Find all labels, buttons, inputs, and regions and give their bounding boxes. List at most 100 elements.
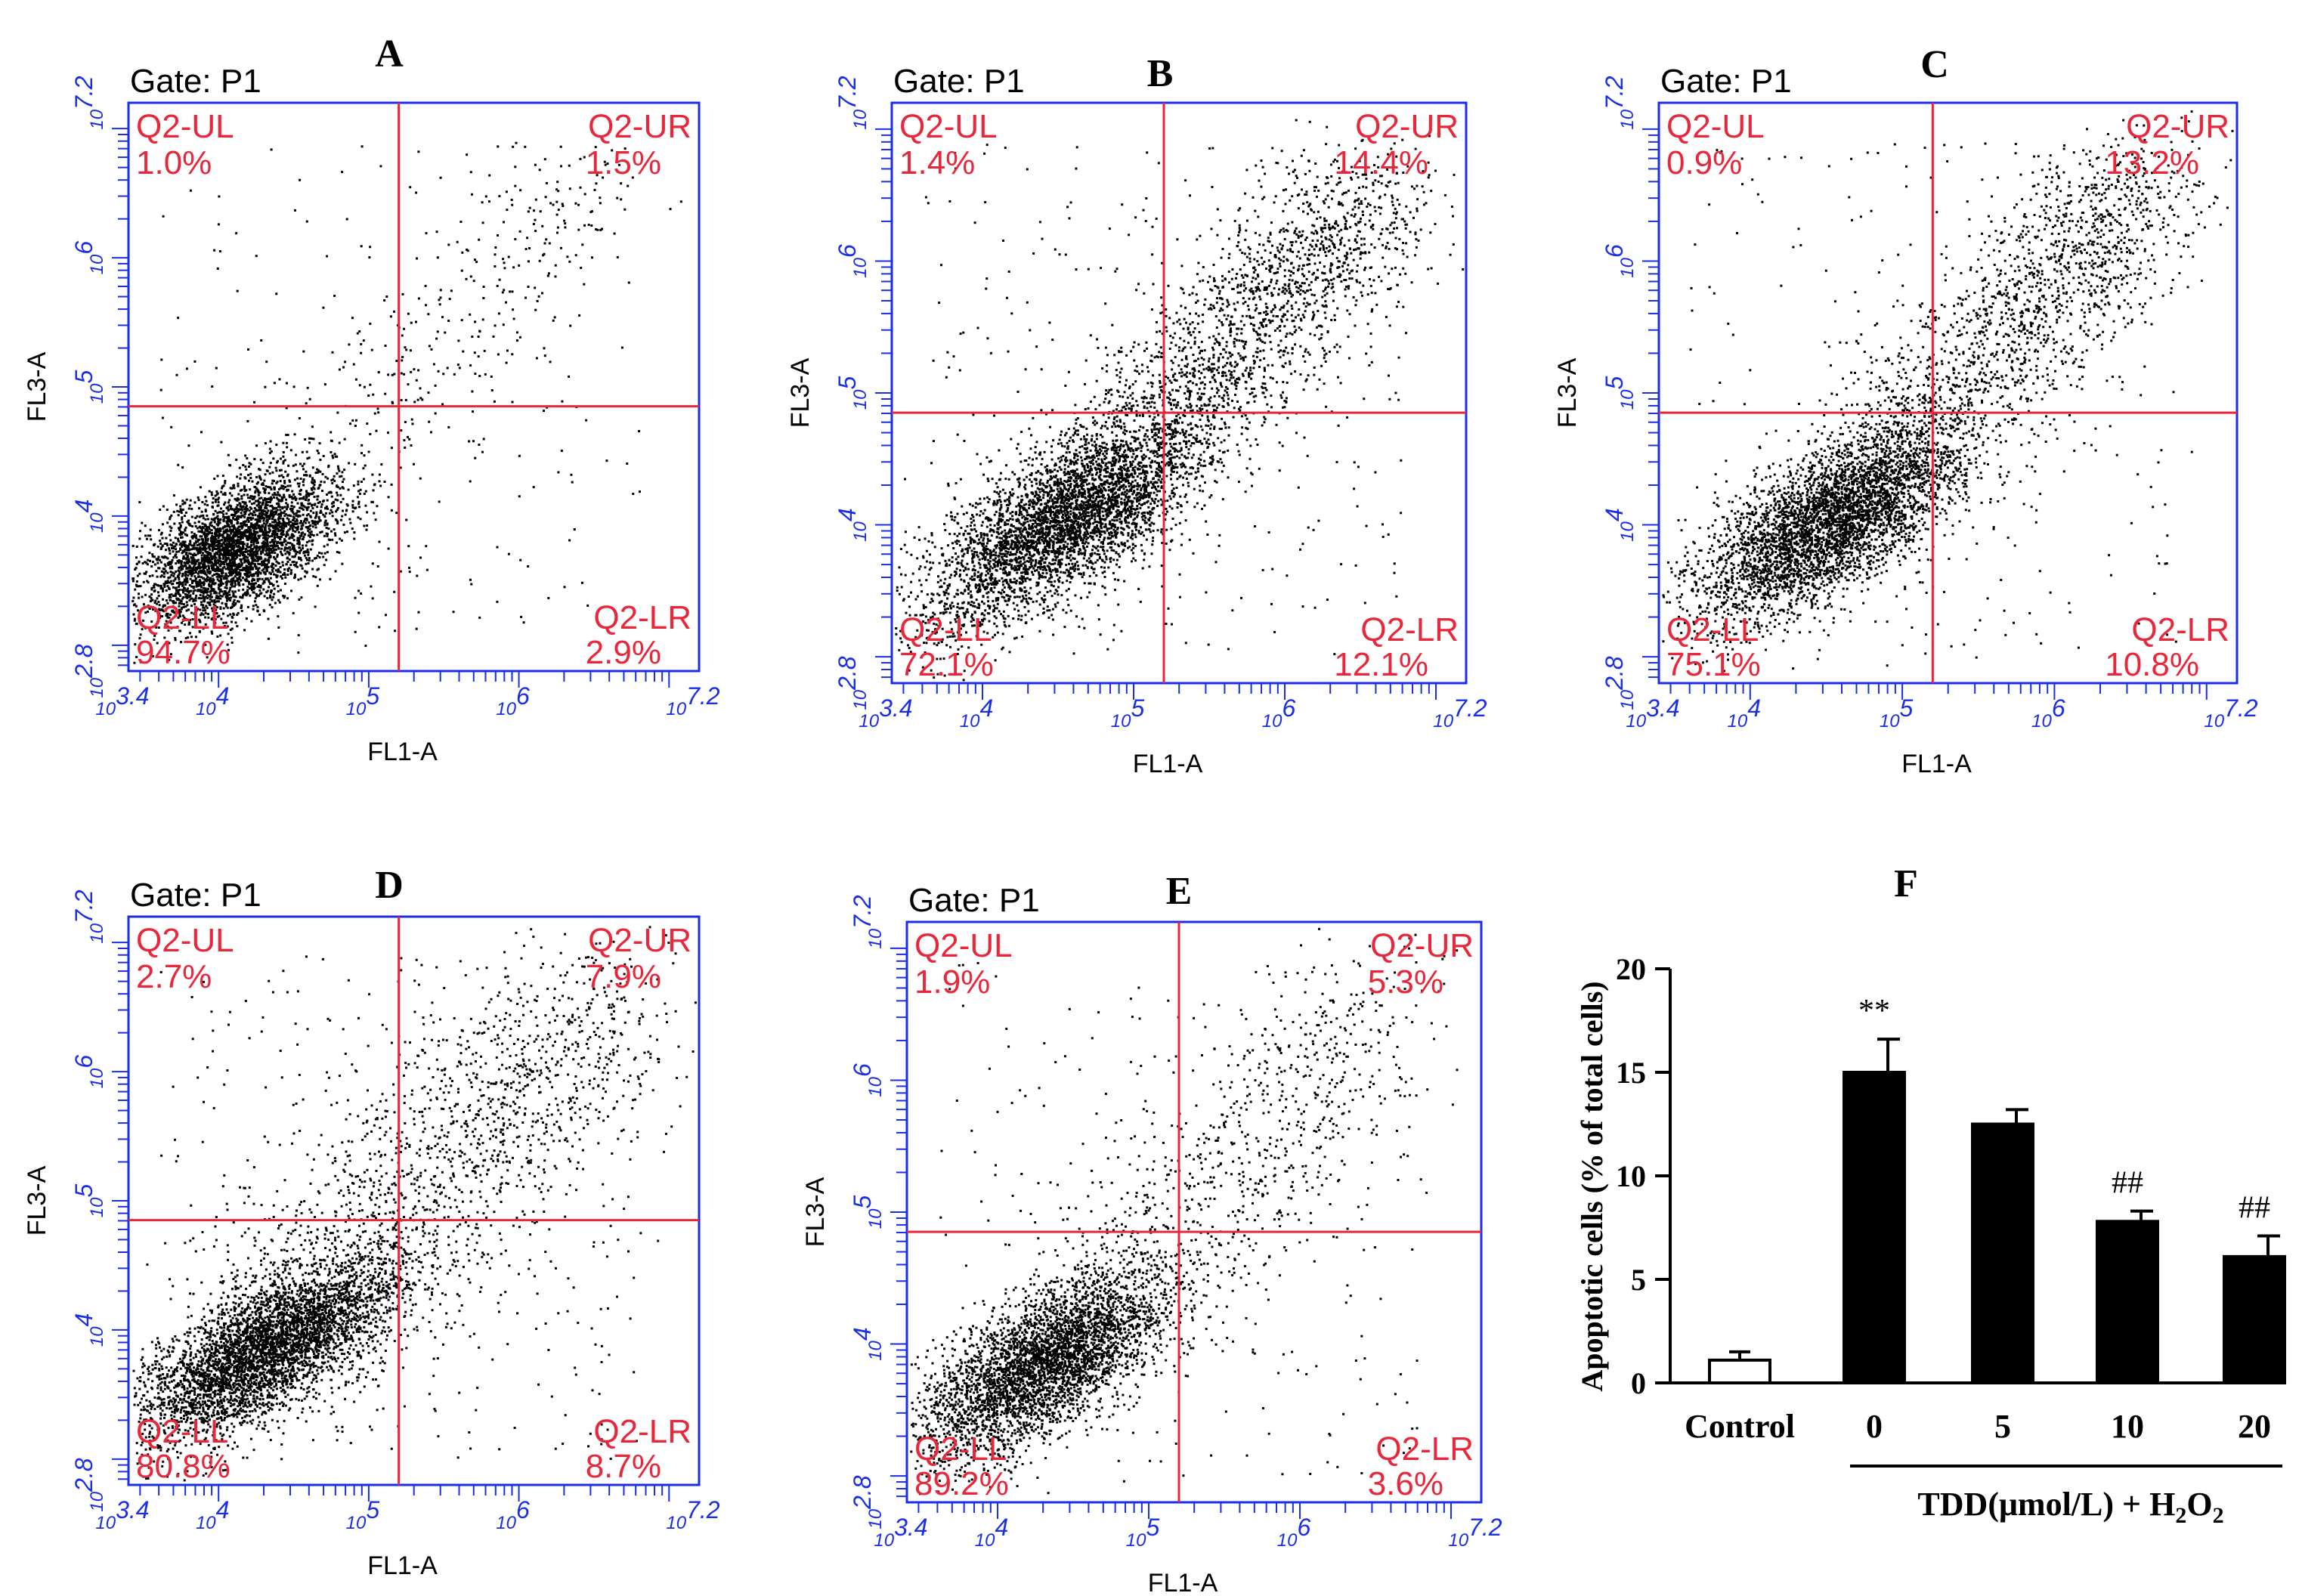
event-dot bbox=[169, 526, 172, 528]
event-dot bbox=[177, 538, 179, 540]
event-dot bbox=[528, 210, 530, 212]
event-dot bbox=[217, 268, 219, 270]
event-dot bbox=[274, 588, 276, 590]
event-dot bbox=[248, 568, 250, 570]
event-dot bbox=[231, 586, 234, 588]
event-dot bbox=[298, 539, 300, 541]
event-dot bbox=[163, 576, 166, 578]
event-dot bbox=[319, 556, 321, 558]
event-dot bbox=[354, 631, 357, 633]
event-dot bbox=[218, 551, 221, 553]
event-dot bbox=[161, 571, 163, 573]
event-dot bbox=[265, 501, 268, 503]
event-dot bbox=[187, 574, 189, 577]
event-dot bbox=[185, 571, 187, 573]
event-dot bbox=[203, 557, 206, 559]
event-dot bbox=[484, 350, 486, 352]
event-dot bbox=[348, 489, 350, 491]
event-dot bbox=[305, 474, 308, 476]
event-dot bbox=[549, 243, 551, 245]
event-dot bbox=[224, 586, 227, 589]
event-dot bbox=[323, 524, 326, 526]
event-dot bbox=[256, 531, 258, 534]
event-dot bbox=[297, 579, 299, 581]
event-dot bbox=[257, 535, 259, 537]
event-dot bbox=[280, 530, 282, 532]
event-dot bbox=[191, 560, 193, 562]
event-dot bbox=[191, 582, 193, 584]
event-dot bbox=[170, 426, 172, 428]
event-dot bbox=[265, 442, 267, 444]
event-dot bbox=[518, 495, 521, 497]
event-dot bbox=[276, 580, 278, 583]
event-dot bbox=[280, 480, 282, 482]
event-dot bbox=[328, 527, 330, 530]
event-dot bbox=[503, 221, 505, 223]
event-dot bbox=[324, 476, 326, 478]
event-dot bbox=[203, 596, 205, 598]
event-dot bbox=[317, 469, 320, 472]
event-dot bbox=[260, 553, 262, 555]
event-dot bbox=[308, 513, 310, 515]
event-dot bbox=[201, 511, 203, 513]
event-dot bbox=[321, 503, 323, 506]
event-dot bbox=[372, 501, 374, 503]
event-dot bbox=[191, 525, 193, 527]
event-dot bbox=[357, 490, 360, 492]
event-dot bbox=[405, 519, 407, 521]
event-dot bbox=[268, 527, 271, 530]
event-dot bbox=[292, 527, 294, 530]
event-dot bbox=[233, 605, 235, 607]
event-dot bbox=[291, 501, 293, 503]
event-dot bbox=[376, 430, 378, 432]
event-dot bbox=[466, 249, 468, 251]
event-dot bbox=[474, 457, 476, 459]
event-dot bbox=[246, 505, 248, 507]
event-dot bbox=[562, 205, 564, 207]
event-dot bbox=[203, 517, 205, 519]
event-dot bbox=[273, 507, 275, 509]
event-dot bbox=[181, 575, 184, 577]
event-dot bbox=[302, 509, 305, 511]
event-dot bbox=[301, 503, 303, 505]
event-dot bbox=[246, 493, 249, 496]
event-dot bbox=[311, 438, 313, 440]
event-dot bbox=[461, 319, 463, 321]
event-dot bbox=[302, 545, 304, 547]
event-dot bbox=[415, 321, 417, 323]
event-dot bbox=[280, 518, 282, 520]
event-dot bbox=[433, 363, 435, 366]
event-dot bbox=[254, 540, 256, 543]
event-dot bbox=[377, 407, 379, 410]
event-dot bbox=[357, 612, 360, 614]
event-dot bbox=[367, 394, 370, 397]
event-dot bbox=[212, 546, 214, 549]
event-dot bbox=[276, 503, 278, 505]
event-dot bbox=[147, 559, 149, 561]
event-dot bbox=[436, 230, 438, 233]
event-dot bbox=[308, 441, 311, 444]
event-dot bbox=[258, 595, 260, 597]
event-dot bbox=[403, 328, 405, 330]
event-dot bbox=[485, 195, 487, 197]
event-dot bbox=[214, 527, 216, 529]
event-dot bbox=[374, 413, 376, 415]
event-dot bbox=[266, 548, 268, 550]
event-dot bbox=[556, 232, 558, 234]
event-dot bbox=[338, 470, 340, 472]
event-dot bbox=[175, 543, 178, 545]
event-dot bbox=[246, 561, 249, 564]
event-dot bbox=[258, 589, 261, 592]
event-dot bbox=[238, 571, 240, 574]
event-dot bbox=[315, 512, 317, 514]
event-dot bbox=[419, 387, 422, 389]
event-dot bbox=[331, 539, 333, 541]
event-dot bbox=[284, 506, 286, 509]
event-dot bbox=[231, 621, 233, 623]
event-dot bbox=[159, 509, 161, 511]
event-dot bbox=[202, 538, 204, 540]
event-dot bbox=[343, 478, 345, 481]
event-dot bbox=[342, 487, 345, 490]
event-dot bbox=[277, 514, 280, 516]
event-dot bbox=[524, 297, 527, 299]
